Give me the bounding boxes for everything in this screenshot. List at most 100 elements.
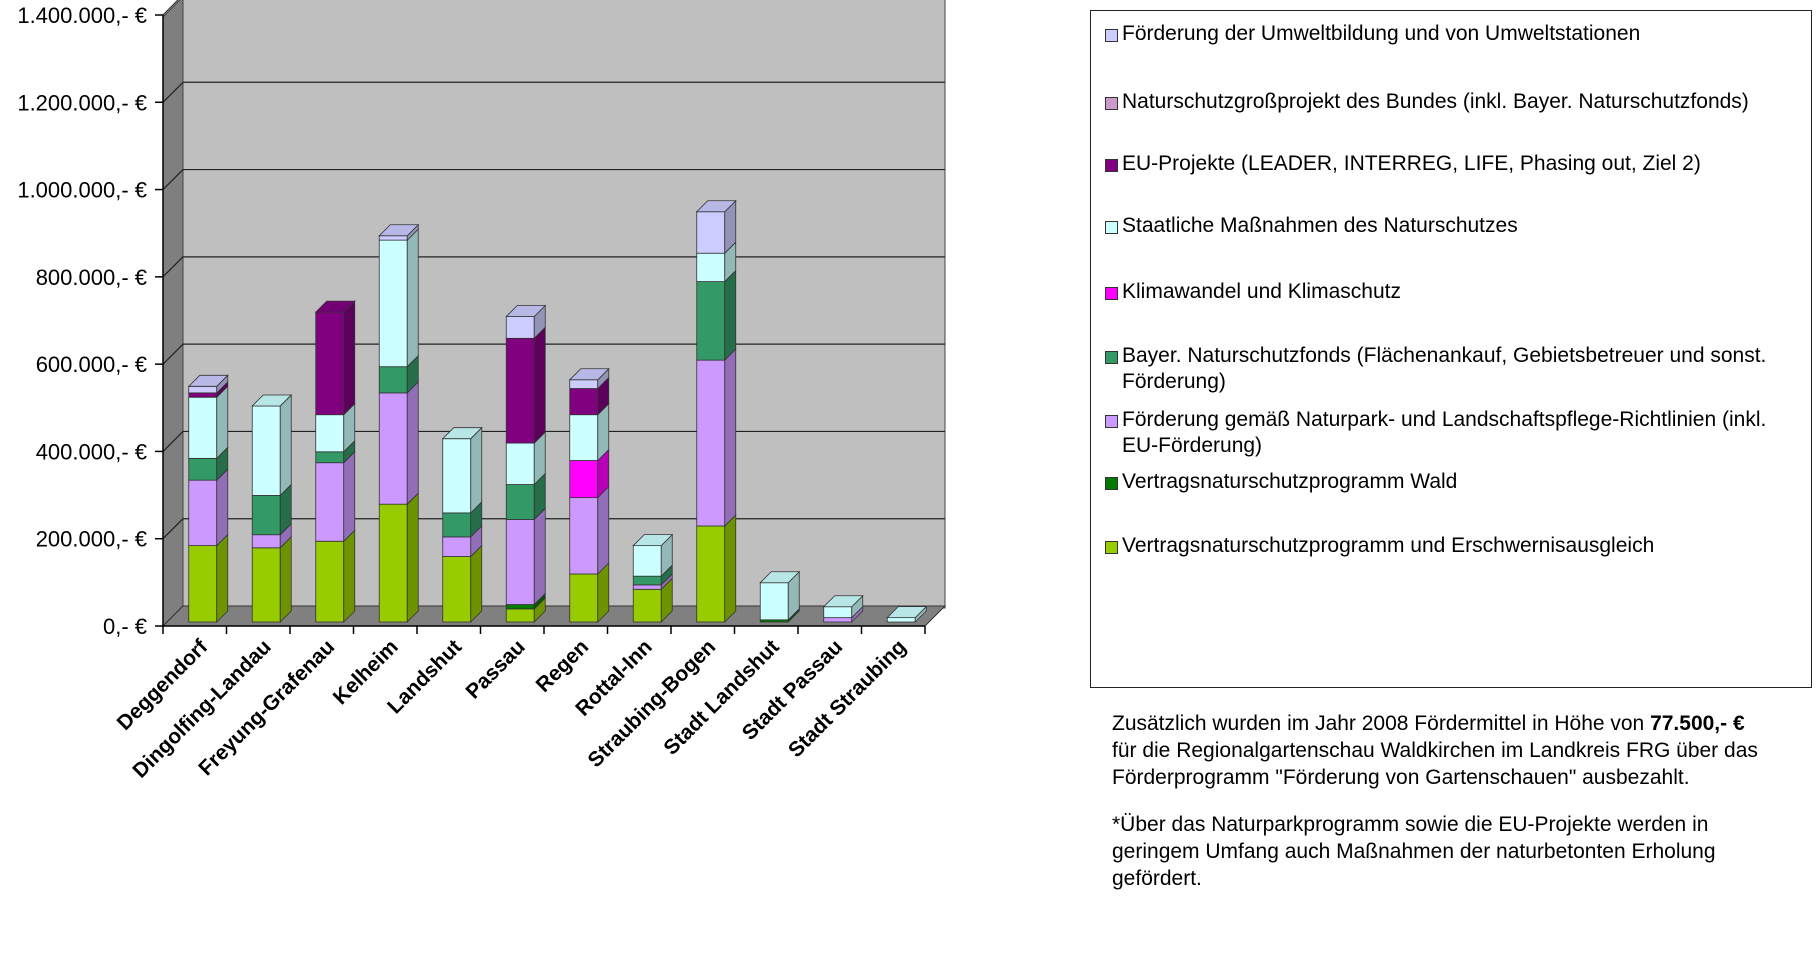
bar-segment <box>569 460 599 499</box>
legend-item: Klimawandel und Klimaschutz <box>1105 279 1805 305</box>
legend-item: Vertragsnaturschutzprogramm und Erschwer… <box>1105 533 1805 559</box>
bar-segment <box>696 211 726 254</box>
legend-swatch <box>1105 541 1118 554</box>
legend-label: EU-Projekte (LEADER, INTERREG, LIFE, Pha… <box>1122 152 1701 175</box>
bar-segment <box>315 462 345 542</box>
legend-swatch <box>1105 287 1118 300</box>
legend-label: Staatliche Maßnahmen des Naturschutzes <box>1122 214 1518 237</box>
bar-segment-side <box>279 535 292 623</box>
legend-swatch <box>1105 351 1118 364</box>
bar-segment-side <box>216 533 229 623</box>
bar-segment <box>378 503 408 623</box>
bar-segment-side <box>470 426 483 514</box>
legend-swatch <box>1105 221 1118 234</box>
bar-segment <box>378 235 408 241</box>
bar-segment <box>251 405 281 496</box>
bar-segment <box>315 414 345 453</box>
bar-segment-side <box>216 468 229 547</box>
bar-segment <box>378 392 408 505</box>
bar-segment <box>251 547 281 623</box>
legend-item: Vertragsnaturschutzprogramm Wald <box>1105 469 1805 495</box>
y-tick-label: 1.200.000,- € <box>17 90 147 115</box>
legend-label: Förderung gemäß Naturpark- und Landschaf… <box>1122 408 1767 457</box>
legend-swatch <box>1105 415 1118 428</box>
bar-stack-deggendorf <box>187 374 229 623</box>
bar-stack-landshut <box>441 426 483 623</box>
bar-top <box>187 374 229 387</box>
gridline-side <box>162 81 184 103</box>
gridlines <box>162 0 945 540</box>
x-tick-label: Stadt Landshut <box>659 635 783 759</box>
bar-segment <box>696 359 726 527</box>
bar-segment <box>442 536 472 557</box>
bar-segment <box>188 545 218 623</box>
bar-segment <box>823 606 853 619</box>
y-tick-label: 1.000.000,- € <box>17 178 147 203</box>
gridline-side <box>162 0 179 16</box>
back-wall <box>182 0 946 609</box>
bar-stack-stadt-landshut <box>759 570 801 623</box>
x-tick-label: Stadt Straubing <box>784 635 911 762</box>
bar-stack-stadt-passau <box>822 594 864 623</box>
legend-swatch <box>1105 97 1118 110</box>
bars <box>187 199 928 623</box>
bar-top <box>505 305 547 317</box>
legend-item: Naturschutzgroßprojekt des Bundes (inkl.… <box>1105 89 1805 115</box>
note-paragraph-2: *Über das Naturparkprogramm sowie die EU… <box>1112 813 1716 890</box>
legend-label: Klimawandel und Klimaschutz <box>1122 280 1401 303</box>
bar-segment <box>759 582 789 621</box>
bar-segment <box>442 512 472 538</box>
legend-label: Bayer. Naturschutzfonds (Flächenankauf, … <box>1122 344 1767 393</box>
side-wall <box>162 0 184 628</box>
legend-label: Vertragsnaturschutzprogramm Wald <box>1122 470 1458 493</box>
bar-stack-kelheim <box>378 223 420 623</box>
bar-segment <box>505 484 535 520</box>
axes <box>155 14 926 634</box>
bar-segment <box>188 479 218 547</box>
bar-segment <box>315 451 345 464</box>
bar-segment <box>188 385 218 394</box>
bar-segment <box>823 617 853 623</box>
x-tick-label: Passau <box>462 635 530 703</box>
note-text: für die Regionalgartenschau Waldkirchen … <box>1112 739 1758 789</box>
bar-top <box>695 200 737 213</box>
legend-swatch <box>1105 29 1118 42</box>
legend-item: Förderung gemäß Naturpark- und Landschaf… <box>1105 407 1805 459</box>
footnote: Zusätzlich wurden im Jahr 2008 Fördermit… <box>1112 710 1772 912</box>
y-tick-label: 1.400.000,- € <box>17 3 147 28</box>
bar-top <box>886 606 928 619</box>
bar-segment-side <box>724 348 737 527</box>
bar-segment <box>505 442 535 485</box>
bar-segment <box>632 545 662 577</box>
bar-segment-side <box>470 544 483 623</box>
bar-stack-rottal-inn <box>632 533 674 623</box>
bar-segment <box>696 252 726 282</box>
bar-top <box>251 394 293 407</box>
gridline-side <box>162 256 184 278</box>
bar-segment <box>696 281 726 361</box>
y-tick-label: 200.000,- € <box>36 527 147 552</box>
bar-segment <box>442 438 472 514</box>
legend-item: Bayer. Naturschutzfonds (Flächenankauf, … <box>1105 343 1805 395</box>
note-amount: 77.500,- € <box>1650 712 1745 735</box>
bar-segment <box>505 316 535 339</box>
y-axis-tick-labels: 0,- € 200.000,- € 400.000,- € 600.000,- € 80… <box>17 3 147 639</box>
bar-segment <box>188 396 218 459</box>
bar-top <box>822 595 864 608</box>
y-tick-label: 0,- € <box>103 614 147 639</box>
legend-label: Naturschutzgroßprojekt des Bundes (inkl.… <box>1122 90 1749 113</box>
bar-segment-side <box>533 507 546 606</box>
bar-segment <box>505 337 535 444</box>
bar-segment <box>315 540 345 623</box>
bar-segment <box>188 457 218 481</box>
bar-segment <box>188 392 218 398</box>
bar-segment <box>505 608 535 623</box>
bar-segment-side <box>406 380 419 506</box>
bar-segment <box>378 366 408 394</box>
bar-segment-side <box>533 326 546 445</box>
y-tick-label: 400.000,- € <box>36 439 147 464</box>
bar-segment <box>569 388 599 416</box>
legend-label: Vertragsnaturschutzprogramm und Erschwer… <box>1122 534 1655 557</box>
bar-segment <box>505 519 535 605</box>
bar-segment <box>569 379 599 389</box>
